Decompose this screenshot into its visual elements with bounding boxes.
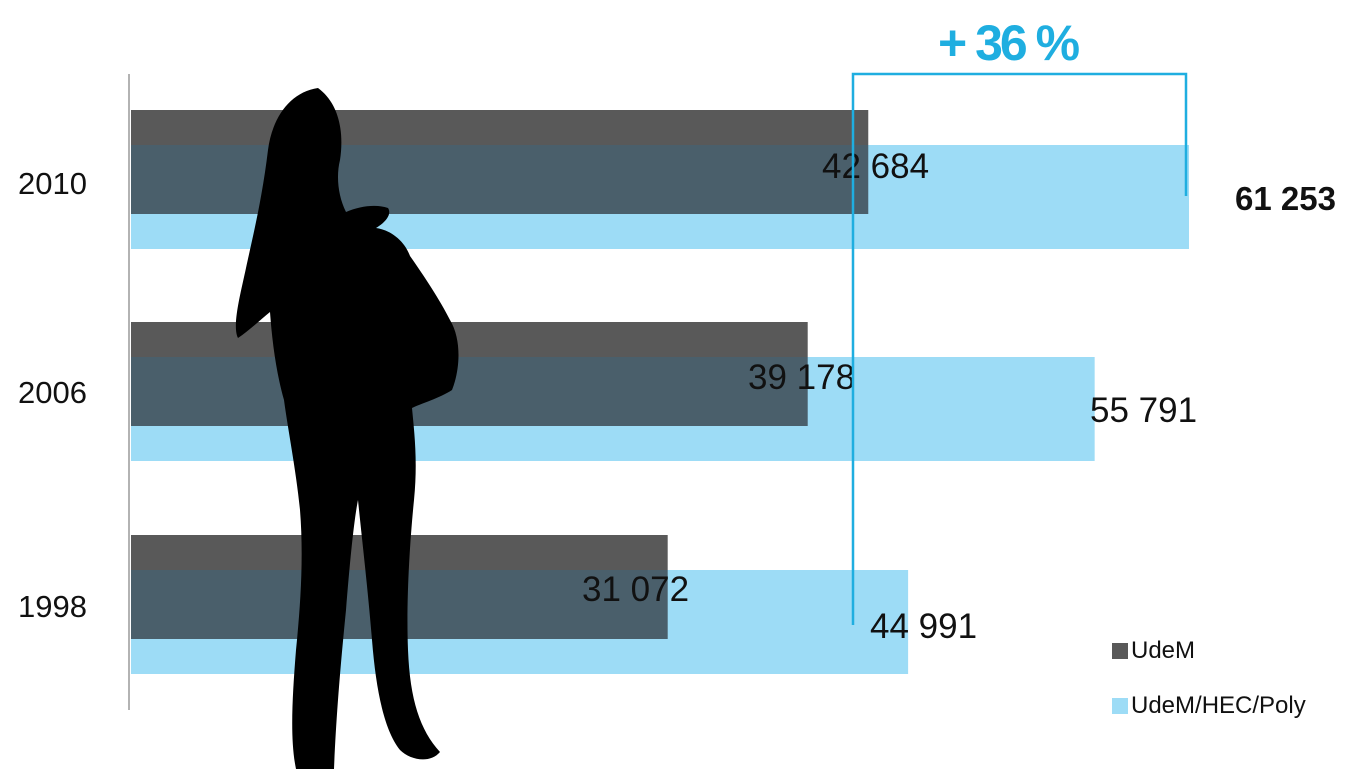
data-label-udem-2010: 42 684 — [822, 147, 929, 186]
legend-label-udem: UdeM — [1131, 637, 1196, 664]
legend-swatch-udem — [1112, 643, 1128, 659]
data-label-udem-2006: 39 178 — [748, 358, 855, 397]
bar-overlap-2006 — [131, 357, 808, 426]
legend-item-udem: UdeM — [1112, 637, 1306, 664]
student-silhouette-image — [235, 88, 459, 769]
category-label-1998: 1998 — [18, 589, 87, 624]
category-label-2006: 2006 — [18, 375, 87, 410]
legend-swatch-udem-hec-poly — [1112, 698, 1128, 714]
data-label-total-2010: 61 253 — [1235, 180, 1336, 217]
data-label-udem-1998: 31 072 — [582, 570, 689, 609]
category-label-2010: 2010 — [18, 166, 87, 201]
legend-item-udem-hec-poly: UdeM/HEC/Poly — [1112, 692, 1306, 719]
growth-bracket — [851, 72, 1188, 625]
data-label-total-2006: 55 791 — [1090, 391, 1197, 430]
bar-overlap-2010 — [131, 145, 869, 214]
legend-label-udem-hec-poly: UdeM/HEC/Poly — [1131, 692, 1306, 719]
growth-annotation: + 36 % — [938, 15, 1080, 71]
chart-legend: UdeM UdeM/HEC/Poly — [1112, 637, 1306, 748]
data-label-total-1998: 44 991 — [870, 607, 977, 646]
